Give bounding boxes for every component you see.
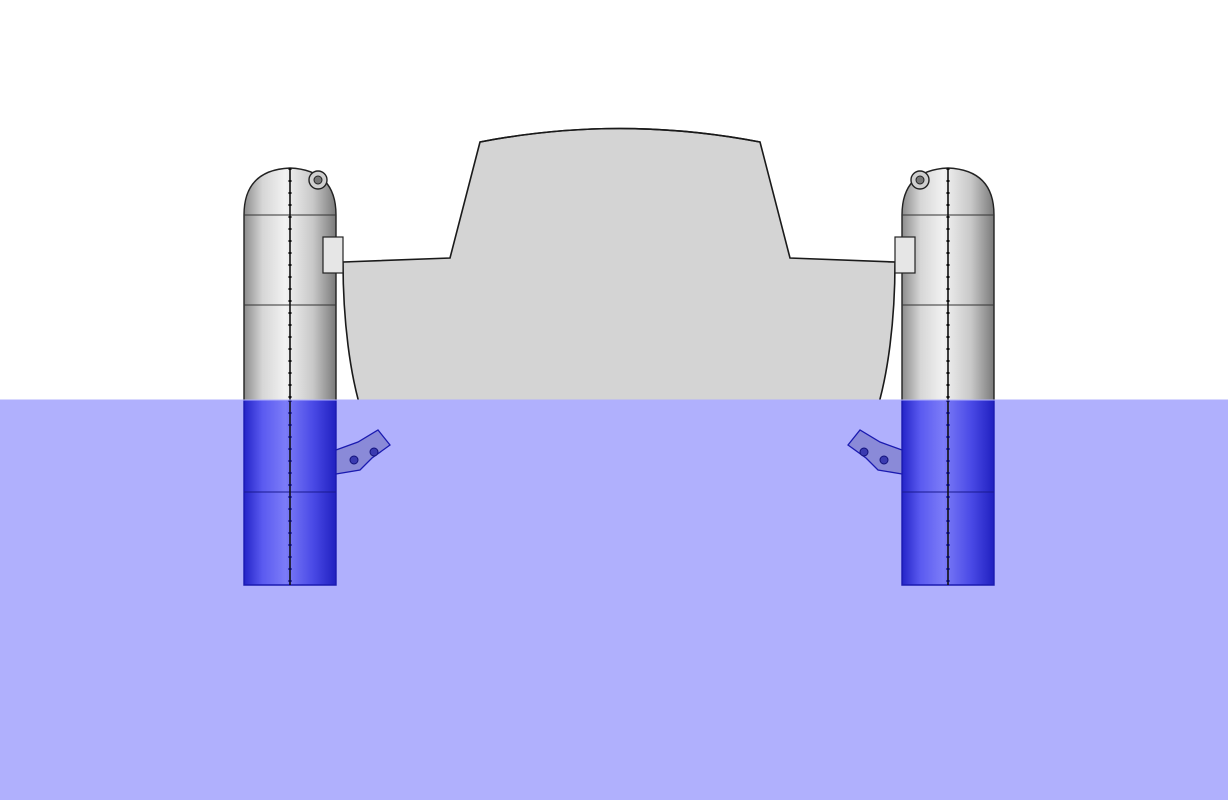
cabin: [479, 127, 761, 143]
right-float-valve: [910, 170, 930, 190]
left-upper-mount: [322, 236, 344, 274]
water-area: [0, 400, 1228, 800]
left-float-valve: [308, 170, 328, 190]
right-float: [901, 167, 995, 586]
right-bracket: [847, 429, 903, 475]
left-float: [243, 167, 337, 586]
left-bracket: [335, 429, 391, 475]
right-upper-mount: [894, 236, 916, 274]
